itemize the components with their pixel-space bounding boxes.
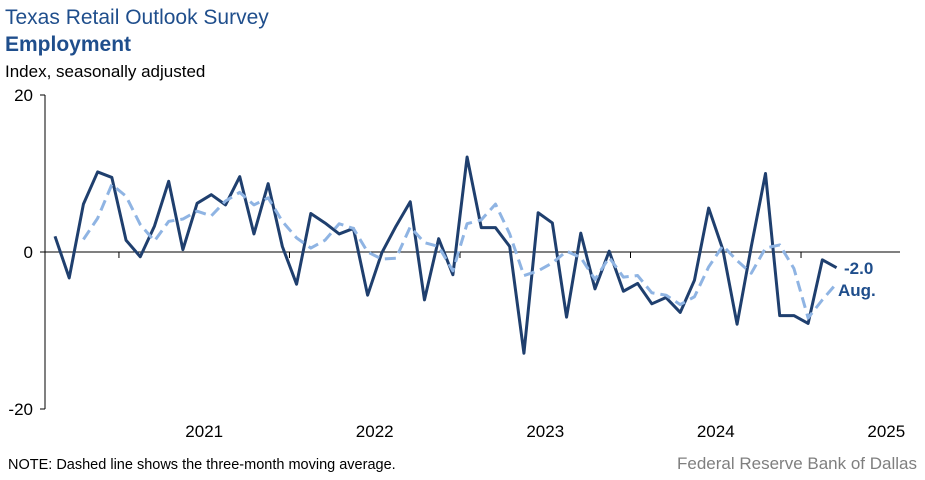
x-tick-label: 2022 [356, 422, 394, 441]
x-tick-label: 2023 [526, 422, 564, 441]
x-tick-label: 2021 [185, 422, 223, 441]
series-lines [53, 155, 838, 355]
y-tick-label: 20 [14, 86, 33, 105]
y-tick-label: 0 [24, 243, 33, 262]
chart-subtitle: Employment [5, 33, 132, 56]
axes [40, 94, 900, 410]
source-credit: Federal Reserve Bank of Dallas [676, 454, 917, 473]
x-tick-label: 2024 [697, 422, 735, 441]
end-value-label: -2.0 [844, 259, 873, 278]
y-tick-label: -20 [8, 400, 33, 419]
employment-index-line [53, 155, 838, 355]
chart-title: Texas Retail Outlook Survey [5, 6, 269, 29]
moving-average-line [82, 182, 838, 320]
end-labels: -2.0 Aug. [838, 259, 876, 300]
y-axis-label: Index, seasonally adjusted [5, 62, 206, 81]
footnote: NOTE: Dashed line shows the three-month … [8, 457, 396, 473]
x-tick-label: 2025 [867, 422, 905, 441]
end-period-label: Aug. [838, 281, 876, 300]
tick-labels: 20 0 -20 2021 2022 2023 2024 2025 [8, 86, 905, 441]
